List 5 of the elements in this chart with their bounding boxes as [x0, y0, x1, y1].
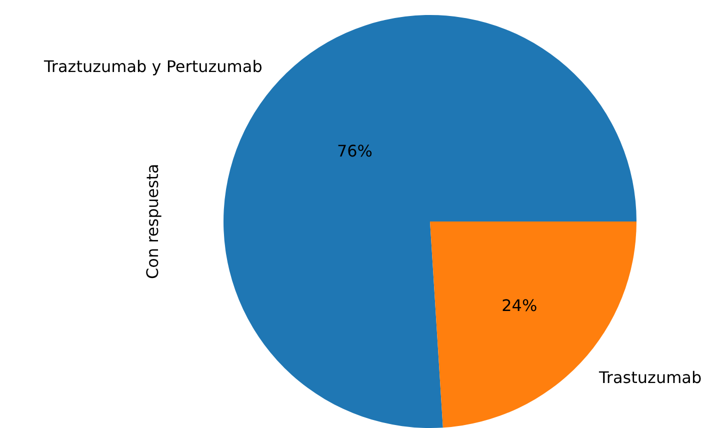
text: Con respuesta — [143, 164, 162, 279]
slice-label: Trastuzumab — [598, 368, 702, 387]
data-label: 24% — [502, 296, 538, 315]
slice-label: Traztuzumab y Pertuzumab — [43, 57, 262, 76]
data-label: 76% — [336, 141, 373, 160]
